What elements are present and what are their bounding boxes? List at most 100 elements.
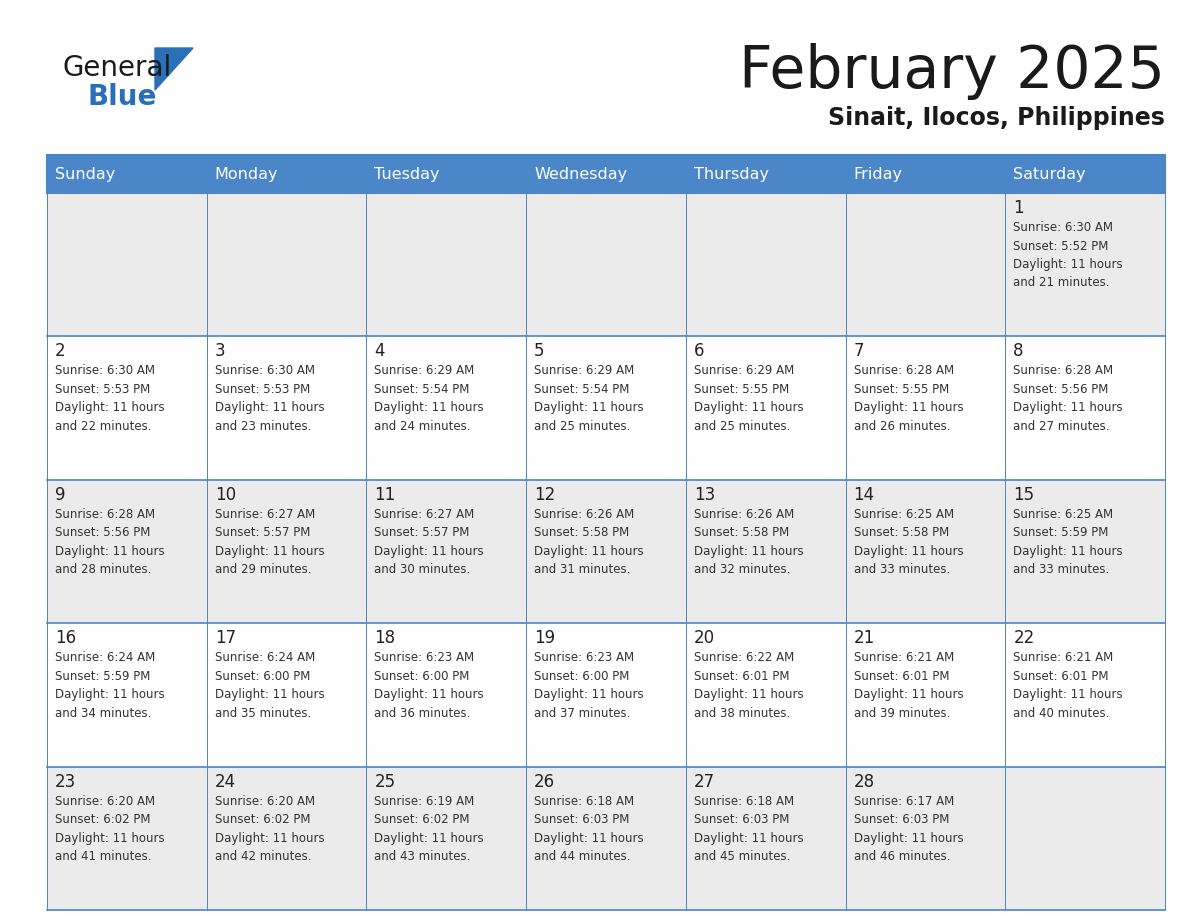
Text: Daylight: 11 hours: Daylight: 11 hours [215, 544, 324, 558]
Text: Sunrise: 6:30 AM: Sunrise: 6:30 AM [55, 364, 154, 377]
Text: Sunday: Sunday [55, 166, 115, 182]
Text: 24: 24 [215, 773, 236, 790]
Text: Daylight: 11 hours: Daylight: 11 hours [1013, 688, 1123, 701]
Text: Sunrise: 6:26 AM: Sunrise: 6:26 AM [694, 508, 794, 521]
Text: 12: 12 [535, 486, 556, 504]
Text: Sunset: 5:58 PM: Sunset: 5:58 PM [535, 526, 630, 539]
Text: Sunset: 5:54 PM: Sunset: 5:54 PM [535, 383, 630, 396]
Text: Sunrise: 6:26 AM: Sunrise: 6:26 AM [535, 508, 634, 521]
Text: Daylight: 11 hours: Daylight: 11 hours [374, 832, 484, 845]
Text: 27: 27 [694, 773, 715, 790]
Text: Sunrise: 6:28 AM: Sunrise: 6:28 AM [1013, 364, 1113, 377]
Text: Sunset: 6:03 PM: Sunset: 6:03 PM [694, 813, 789, 826]
Text: Sunset: 6:03 PM: Sunset: 6:03 PM [535, 813, 630, 826]
Text: Daylight: 11 hours: Daylight: 11 hours [1013, 401, 1123, 414]
Text: and 32 minutes.: and 32 minutes. [694, 564, 790, 577]
Bar [48, 155, 207, 193]
Text: Daylight: 11 hours: Daylight: 11 hours [694, 688, 803, 701]
Text: Sunset: 5:56 PM: Sunset: 5:56 PM [55, 526, 151, 539]
Text: and 45 minutes.: and 45 minutes. [694, 850, 790, 863]
Text: Daylight: 11 hours: Daylight: 11 hours [55, 832, 165, 845]
Bar [526, 155, 685, 193]
Text: 7: 7 [853, 342, 864, 361]
Text: Sunrise: 6:28 AM: Sunrise: 6:28 AM [853, 364, 954, 377]
Text: Sunset: 6:01 PM: Sunset: 6:01 PM [853, 670, 949, 683]
Bar [48, 623, 1165, 767]
Text: 6: 6 [694, 342, 704, 361]
Polygon shape [154, 48, 192, 90]
Text: Blue: Blue [88, 83, 157, 111]
Text: and 33 minutes.: and 33 minutes. [1013, 564, 1110, 577]
Text: Sunrise: 6:20 AM: Sunrise: 6:20 AM [215, 795, 315, 808]
Text: and 34 minutes.: and 34 minutes. [55, 707, 151, 720]
Text: 2: 2 [55, 342, 65, 361]
Text: Sunrise: 6:24 AM: Sunrise: 6:24 AM [215, 651, 315, 665]
Text: Sunset: 5:53 PM: Sunset: 5:53 PM [55, 383, 150, 396]
Text: Sunrise: 6:27 AM: Sunrise: 6:27 AM [374, 508, 475, 521]
Text: Tuesday: Tuesday [374, 166, 440, 182]
Text: Sunrise: 6:17 AM: Sunrise: 6:17 AM [853, 795, 954, 808]
Text: and 41 minutes.: and 41 minutes. [55, 850, 152, 863]
Text: Daylight: 11 hours: Daylight: 11 hours [55, 401, 165, 414]
Text: Wednesday: Wednesday [535, 166, 627, 182]
Text: Sunrise: 6:25 AM: Sunrise: 6:25 AM [1013, 508, 1113, 521]
Text: 9: 9 [55, 486, 65, 504]
Bar [685, 155, 846, 193]
Text: Sunset: 5:52 PM: Sunset: 5:52 PM [1013, 240, 1108, 252]
Text: Sunrise: 6:23 AM: Sunrise: 6:23 AM [535, 651, 634, 665]
Text: Daylight: 11 hours: Daylight: 11 hours [853, 401, 963, 414]
Text: Sunset: 5:56 PM: Sunset: 5:56 PM [1013, 383, 1108, 396]
Text: and 21 minutes.: and 21 minutes. [1013, 276, 1110, 289]
Text: Sunset: 6:03 PM: Sunset: 6:03 PM [853, 813, 949, 826]
Bar [48, 336, 1165, 480]
Text: 15: 15 [1013, 486, 1035, 504]
Bar [48, 155, 1165, 193]
Text: Sunrise: 6:18 AM: Sunrise: 6:18 AM [535, 795, 634, 808]
Text: and 38 minutes.: and 38 minutes. [694, 707, 790, 720]
Text: Monday: Monday [215, 166, 278, 182]
Text: Sunset: 5:58 PM: Sunset: 5:58 PM [694, 526, 789, 539]
Text: Daylight: 11 hours: Daylight: 11 hours [535, 544, 644, 558]
Text: 3: 3 [215, 342, 226, 361]
Text: Sunset: 6:00 PM: Sunset: 6:00 PM [374, 670, 469, 683]
Text: 21: 21 [853, 629, 874, 647]
Text: 11: 11 [374, 486, 396, 504]
Text: Daylight: 11 hours: Daylight: 11 hours [1013, 258, 1123, 271]
Text: Sunset: 6:01 PM: Sunset: 6:01 PM [694, 670, 789, 683]
Text: Daylight: 11 hours: Daylight: 11 hours [853, 688, 963, 701]
Text: Daylight: 11 hours: Daylight: 11 hours [55, 688, 165, 701]
Text: and 28 minutes.: and 28 minutes. [55, 564, 151, 577]
Text: Sunrise: 6:23 AM: Sunrise: 6:23 AM [374, 651, 474, 665]
Text: and 35 minutes.: and 35 minutes. [215, 707, 311, 720]
Text: and 36 minutes.: and 36 minutes. [374, 707, 470, 720]
Text: Daylight: 11 hours: Daylight: 11 hours [374, 688, 484, 701]
Text: Sunset: 5:55 PM: Sunset: 5:55 PM [694, 383, 789, 396]
Text: Sunset: 5:58 PM: Sunset: 5:58 PM [853, 526, 949, 539]
Text: and 39 minutes.: and 39 minutes. [853, 707, 950, 720]
Text: Daylight: 11 hours: Daylight: 11 hours [374, 544, 484, 558]
Text: and 27 minutes.: and 27 minutes. [1013, 420, 1110, 433]
Text: 1: 1 [1013, 199, 1024, 217]
Text: Daylight: 11 hours: Daylight: 11 hours [694, 544, 803, 558]
Text: and 23 minutes.: and 23 minutes. [215, 420, 311, 433]
Text: and 40 minutes.: and 40 minutes. [1013, 707, 1110, 720]
Text: Sunrise: 6:21 AM: Sunrise: 6:21 AM [1013, 651, 1113, 665]
Text: Sunrise: 6:29 AM: Sunrise: 6:29 AM [374, 364, 475, 377]
Text: 16: 16 [55, 629, 76, 647]
Text: and 30 minutes.: and 30 minutes. [374, 564, 470, 577]
Text: Sunset: 5:53 PM: Sunset: 5:53 PM [215, 383, 310, 396]
Text: and 46 minutes.: and 46 minutes. [853, 850, 950, 863]
Text: and 31 minutes.: and 31 minutes. [535, 564, 631, 577]
Text: 28: 28 [853, 773, 874, 790]
Text: and 24 minutes.: and 24 minutes. [374, 420, 470, 433]
Text: and 33 minutes.: and 33 minutes. [853, 564, 950, 577]
Text: and 43 minutes.: and 43 minutes. [374, 850, 470, 863]
Text: Sunset: 5:57 PM: Sunset: 5:57 PM [374, 526, 469, 539]
Text: Daylight: 11 hours: Daylight: 11 hours [55, 544, 165, 558]
Text: Sunset: 5:55 PM: Sunset: 5:55 PM [853, 383, 949, 396]
Text: Sinait, Ilocos, Philippines: Sinait, Ilocos, Philippines [828, 106, 1165, 130]
Text: 20: 20 [694, 629, 715, 647]
Text: 22: 22 [1013, 629, 1035, 647]
Text: Sunset: 5:54 PM: Sunset: 5:54 PM [374, 383, 469, 396]
Text: 19: 19 [535, 629, 555, 647]
